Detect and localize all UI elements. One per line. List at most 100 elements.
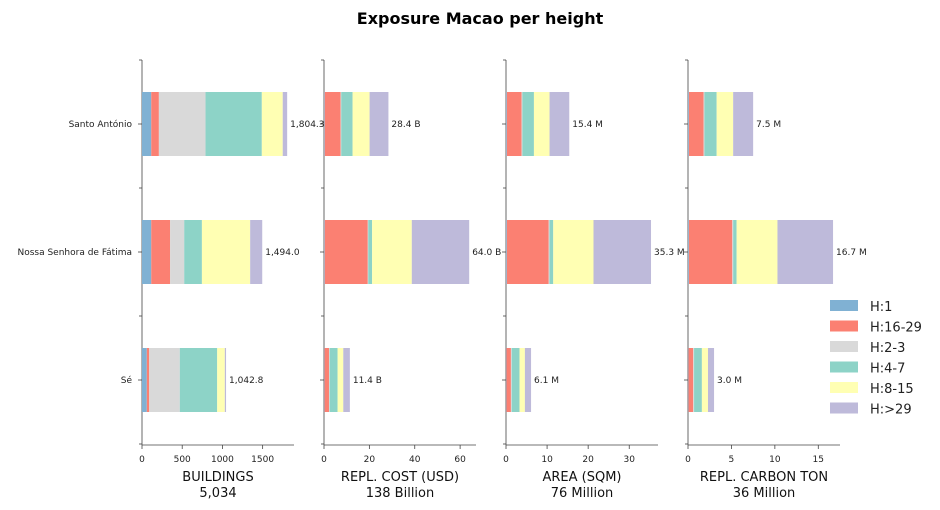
bar-segment-h-4-7 xyxy=(522,92,534,156)
bar-segment-h-2-3 xyxy=(693,348,695,412)
bar-segment-h-29 xyxy=(343,348,350,412)
x-axis-title: REPL. CARBON TON xyxy=(700,470,828,485)
bar-segment-h-16-29 xyxy=(688,220,733,284)
bar-segment-h-1 xyxy=(324,220,325,284)
bar-segment-h-2-3 xyxy=(510,348,512,412)
category-label: Santo António xyxy=(69,119,133,130)
x-tick-label: 5 xyxy=(729,455,735,465)
bar-segment-h-1 xyxy=(506,92,507,156)
x-tick-label: 500 xyxy=(174,455,191,465)
legend-label: H:8-15 xyxy=(870,382,914,397)
bar-total-label: 1,804.3 xyxy=(290,120,324,130)
legend-swatch xyxy=(830,300,858,311)
bar-total-label: 6.1 M xyxy=(534,376,559,386)
bar-segment-h-16-29 xyxy=(324,92,341,156)
bar-segment-h-8-15 xyxy=(372,220,412,284)
x-axis-total: 138 Billion xyxy=(366,486,435,501)
bar-segment-h-16-29 xyxy=(324,348,329,412)
bar-segment-h-2-3 xyxy=(340,92,342,156)
bar-segment-h-2-3 xyxy=(732,220,734,284)
bar-segment-h-29 xyxy=(733,92,754,156)
bar-total-label: 16.7 M xyxy=(836,248,867,258)
bar-segment-h-16-29 xyxy=(688,348,694,412)
x-tick-label: 0 xyxy=(139,455,145,465)
bar-total-label: 28.4 B xyxy=(391,120,420,130)
bar-segment-h-4-7 xyxy=(694,348,702,412)
x-tick-label: 10 xyxy=(769,455,781,465)
bar-total-label: 15.4 M xyxy=(572,120,603,130)
bar-segment-h-8-15 xyxy=(337,348,344,412)
x-tick-label: 10 xyxy=(541,455,553,465)
x-axis-title: REPL. COST (USD) xyxy=(341,470,459,485)
bar-segment-h-8-15 xyxy=(716,92,734,156)
bar-segment-h-4-7 xyxy=(205,92,262,156)
panel-2: 0 20 40 60 28.4 B 64.0 B 11.4 B REPL. COST (USD… xyxy=(320,59,501,501)
bar-segment-h-16-29 xyxy=(688,92,704,156)
bar-segment-h-4-7 xyxy=(733,220,737,284)
bar-segment-h-2-3 xyxy=(158,92,206,156)
legend-swatch xyxy=(830,361,858,373)
bar-segment-h-8-15 xyxy=(217,348,225,412)
x-axis-total: 36 Million xyxy=(733,486,796,501)
bar-segment-h-2-3 xyxy=(149,348,180,412)
bar-total-label: 1,494.0 xyxy=(265,248,300,258)
bar-segment-h-16-29 xyxy=(506,348,511,412)
bar-segment-h-16-29 xyxy=(324,220,368,284)
x-axis-total: 5,034 xyxy=(199,486,236,501)
bar-segment-h-8-15 xyxy=(701,348,708,412)
bar-segment-h-16-29 xyxy=(151,92,159,156)
x-tick-label: 0 xyxy=(503,455,509,465)
category-label: Sé xyxy=(121,375,133,386)
x-axis-total: 76 Million xyxy=(551,486,614,501)
x-tick-label: 1500 xyxy=(251,455,274,465)
bar-segment-h-8-15 xyxy=(736,220,778,284)
x-tick-label: 60 xyxy=(454,455,466,465)
legend-swatch xyxy=(830,320,858,332)
bar-segment-h-4-7 xyxy=(511,348,520,412)
bar-segment-h-4-7 xyxy=(184,220,202,284)
bar-segment-h-16-29 xyxy=(151,220,171,284)
bar-segment-h-8-15 xyxy=(553,220,594,284)
bar-segment-h-1 xyxy=(142,220,152,284)
bar-total-label: 35.3 M xyxy=(654,248,685,258)
bar-segment-h-29 xyxy=(369,92,389,156)
x-tick-label: 0 xyxy=(685,455,691,465)
legend-label: H:1 xyxy=(870,300,892,315)
bar-segment-h-16-29 xyxy=(506,92,522,156)
x-axis-title: AREA (SQM) xyxy=(542,470,621,485)
bar-segment-h-1 xyxy=(142,348,147,412)
x-tick-label: 40 xyxy=(409,455,421,465)
x-tick-label: 30 xyxy=(624,455,636,465)
x-tick-label: 1000 xyxy=(211,455,234,465)
bar-segment-h-1 xyxy=(688,220,689,284)
bar-segment-h-1 xyxy=(142,92,152,156)
chart-title: Exposure Macao per height xyxy=(357,9,604,28)
x-tick-label: 15 xyxy=(813,455,824,465)
bar-total-label: 11.4 B xyxy=(353,376,382,386)
x-tick-label: 20 xyxy=(582,455,594,465)
legend-label: H:4-7 xyxy=(870,362,905,377)
bar-segment-h-29 xyxy=(593,220,652,284)
x-axis-title: BUILDINGS xyxy=(182,470,253,485)
bar-segment-h-2-3 xyxy=(703,92,705,156)
panel-4: 0 5 10 15 7.5 M 16.7 M 3.0 M REPL. CARBON TON36… xyxy=(684,59,867,501)
bar-total-label: 64.0 B xyxy=(472,248,501,258)
bar-segment-h-2-3 xyxy=(548,220,550,284)
x-tick-label: 0 xyxy=(321,455,327,465)
bar-segment-h-4-7 xyxy=(329,348,338,412)
bar-segment-h-1 xyxy=(324,92,325,156)
bar-segment-h-4-7 xyxy=(368,220,373,284)
legend-label: H:2-3 xyxy=(870,341,905,356)
legend-swatch xyxy=(830,402,858,414)
bar-segment-h-8-15 xyxy=(352,92,370,156)
bar-segment-h-29 xyxy=(707,348,715,412)
bar-segment-h-29 xyxy=(524,348,532,412)
bar-segment-h-1 xyxy=(506,220,507,284)
bar-segment-h-29 xyxy=(224,348,227,412)
bar-segment-h-2-3 xyxy=(521,92,523,156)
bar-segment-h-8-15 xyxy=(261,92,283,156)
bar-segment-h-2-3 xyxy=(328,348,330,412)
legend-label: H:16-29 xyxy=(870,321,922,336)
bar-segment-h-2-3 xyxy=(170,220,185,284)
